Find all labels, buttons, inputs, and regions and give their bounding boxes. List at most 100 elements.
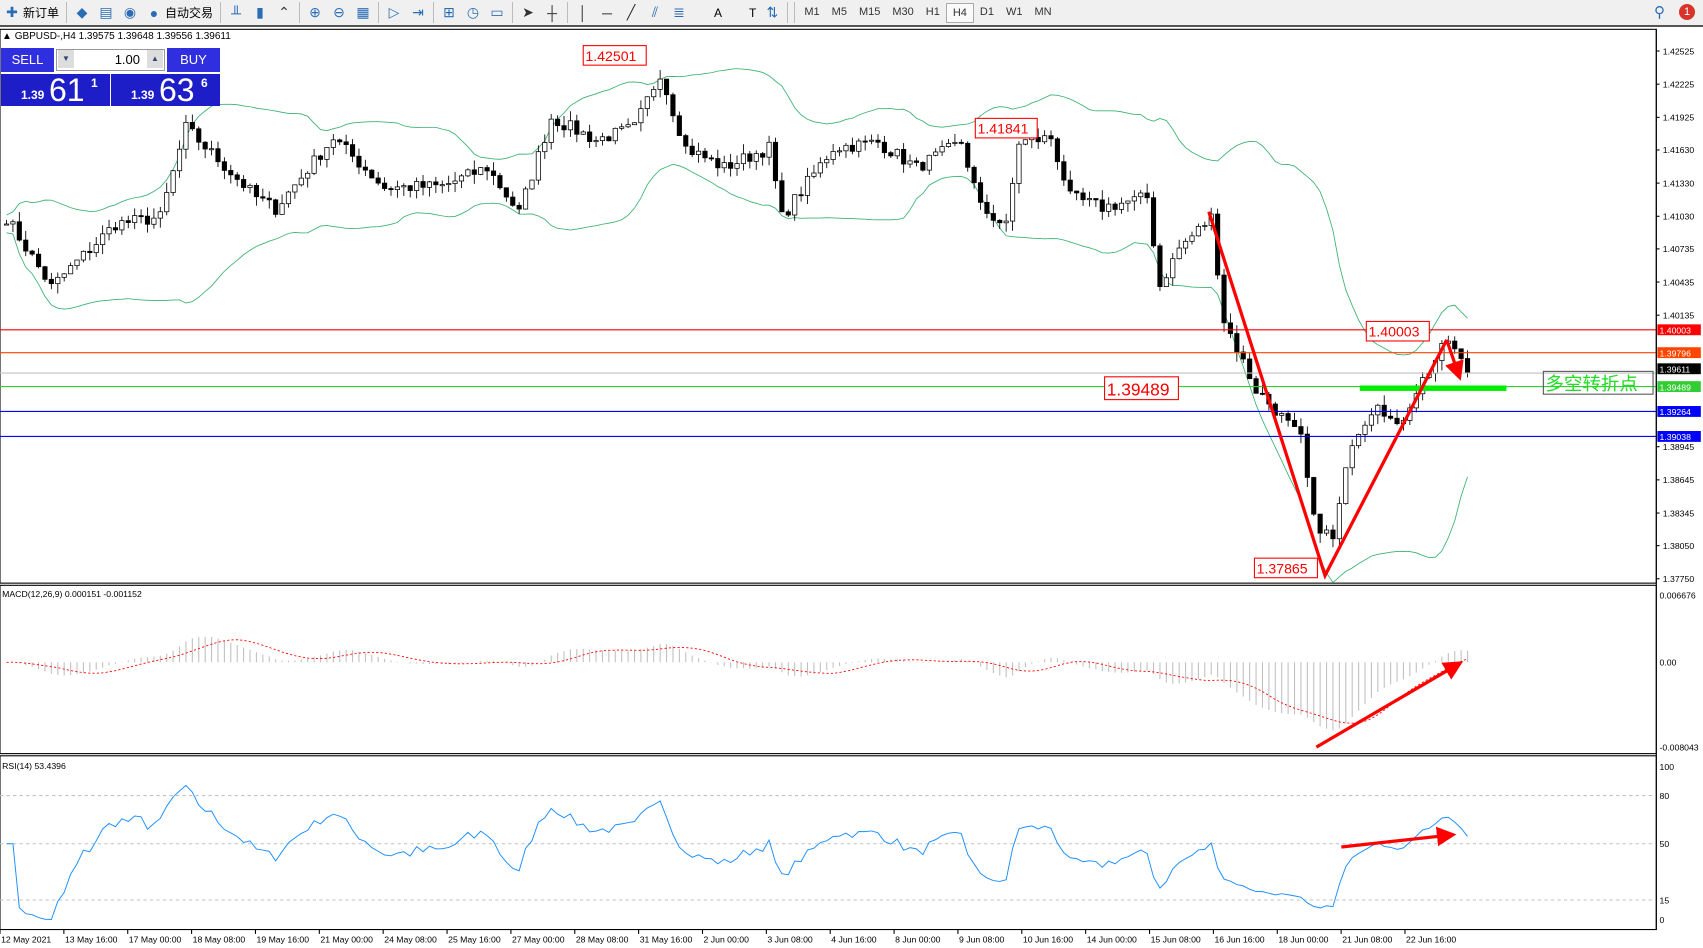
navigator-icon: ▤	[99, 4, 113, 20]
line-chart-button[interactable]: ⌃	[272, 1, 296, 24]
crosshair-button[interactable]: ┼	[540, 1, 564, 24]
level-price-text: 1.40003	[1660, 326, 1692, 336]
bear-candle	[375, 177, 381, 184]
bull-candle	[61, 273, 67, 278]
time-label: 18 Jun 00:00	[1278, 935, 1328, 945]
text-label-button[interactable]: T	[726, 1, 760, 24]
volume-up-icon[interactable]: ▲	[147, 50, 163, 68]
tile-windows-button[interactable]: ▦	[351, 1, 375, 24]
horizontal-line-button[interactable]: ─	[595, 1, 619, 24]
bull-candle	[439, 184, 445, 187]
timeframe-m5[interactable]: M5	[831, 5, 847, 18]
chart-shift-button[interactable]: ⇥	[406, 1, 430, 24]
volume-down-icon[interactable]: ▼	[58, 50, 74, 68]
down-arrow-icon	[1445, 339, 1464, 381]
periods-button[interactable]: ◷	[461, 1, 485, 24]
pivot-price-label: 1.39489	[1107, 379, 1170, 399]
timeframe-m30[interactable]: M30	[892, 5, 914, 18]
volume-input[interactable]: 1.00	[56, 49, 165, 71]
ohlc-values: 1.39575 1.39648 1.39556 1.39611	[78, 31, 231, 42]
timeframe-m15[interactable]: M15	[858, 5, 881, 18]
bear-candle	[29, 250, 35, 255]
level-price-text: 1.39611	[1660, 365, 1691, 375]
zoom-in-button[interactable]: ⊕	[303, 1, 327, 24]
arrows-button[interactable]: ⇅	[760, 1, 784, 24]
bull-candle	[939, 146, 945, 153]
bull-candle	[523, 188, 529, 210]
timeframe-h4[interactable]: H4	[945, 2, 974, 23]
signal-button[interactable]: ◉	[118, 1, 142, 24]
navigator-button[interactable]: ▤	[94, 1, 118, 24]
rsi-axis-label: 100	[1660, 762, 1675, 772]
bear-candle	[48, 278, 54, 285]
timeframe-w1[interactable]: W1	[1005, 5, 1023, 18]
bull-candle	[1183, 240, 1189, 249]
bear-candle	[382, 182, 388, 189]
bull-candle	[1118, 202, 1125, 210]
time-label: 25 May 16:00	[448, 935, 501, 945]
separator	[787, 2, 789, 23]
zigzag-trendline	[1207, 211, 1449, 580]
search-icon[interactable]: ⚲	[1654, 4, 1665, 21]
bull-candle	[1343, 467, 1349, 504]
bull-candle	[1086, 198, 1093, 201]
time-label: 9 Jun 08:00	[959, 935, 1005, 945]
tile-windows-icon: ▦	[356, 4, 370, 20]
trendline-button[interactable]: ╱	[619, 1, 643, 24]
equidistant-channel-button[interactable]: ⫽	[643, 1, 667, 24]
bear-candle	[144, 215, 151, 225]
cursor-icon: ➤	[522, 4, 534, 20]
new-order-button[interactable]: ✚ 新订单	[0, 1, 63, 24]
sell-button[interactable]: SELL	[1, 48, 54, 72]
timeframe-d1[interactable]: D1	[979, 5, 994, 18]
time-label: 14 Jun 00:00	[1087, 935, 1137, 945]
text-button[interactable]: A	[691, 1, 726, 24]
bear-candle	[689, 145, 695, 156]
templates-button[interactable]: ▭	[485, 1, 509, 24]
timeframe-mn[interactable]: MN	[1034, 5, 1052, 18]
bear-candle	[1452, 340, 1458, 350]
resistance-price-label-box	[1365, 320, 1430, 342]
bull-candle	[247, 184, 253, 188]
bear-candle	[1394, 417, 1400, 425]
separator	[220, 2, 222, 23]
vertical-line-button[interactable]: │	[571, 1, 595, 24]
collapse-triangle-icon[interactable]: ▲	[2, 31, 12, 42]
candlestick-button[interactable]: ▮	[248, 1, 272, 24]
timeframe-h1[interactable]: H1	[925, 5, 940, 18]
bear-candle	[728, 162, 734, 169]
bar-chart-button[interactable]: ╨	[224, 1, 248, 24]
auto-scroll-button[interactable]: ▷	[382, 1, 406, 24]
zoom-out-button[interactable]: ⊖	[327, 1, 351, 24]
macd-axis-label: -0.008043	[1660, 742, 1699, 752]
buy-price-pip: 6	[201, 76, 208, 90]
bull-candle	[1125, 200, 1131, 204]
bear-candle	[407, 185, 413, 191]
cursor-button[interactable]: ➤	[516, 1, 540, 24]
time-label: 21 Jun 08:00	[1342, 935, 1392, 945]
bull-candle	[183, 122, 189, 150]
market-watch-button[interactable]: ◆	[70, 1, 94, 24]
bear-candle	[1240, 351, 1246, 360]
pivot-text: 多空转折点	[1546, 373, 1638, 394]
pivot-zone-bar	[1359, 385, 1507, 391]
rsi-axis-label: 50	[1660, 839, 1670, 849]
bear-candle	[1298, 426, 1304, 435]
indicators-button[interactable]: ⊞	[437, 1, 461, 24]
bull-candle	[651, 89, 657, 98]
bull-candle	[279, 203, 285, 215]
sell-price[interactable]: 1.39 61 1	[1, 74, 110, 106]
buy-price[interactable]: 1.39 63 6	[111, 74, 220, 106]
notification-badge[interactable]: 1	[1679, 4, 1695, 20]
bear-candle	[1330, 529, 1336, 540]
fibonacci-button[interactable]: ≣	[667, 1, 691, 24]
separator	[378, 2, 380, 23]
autotrading-button[interactable]: ● 自动交易	[142, 1, 217, 24]
bull-candle	[926, 154, 932, 171]
timeframe-m1[interactable]: M1	[804, 5, 820, 18]
price-tick-label: 1.38645	[1663, 475, 1695, 485]
bull-candle	[1016, 143, 1022, 184]
bull-candle	[311, 155, 317, 174]
buy-button[interactable]: BUY	[167, 48, 220, 72]
